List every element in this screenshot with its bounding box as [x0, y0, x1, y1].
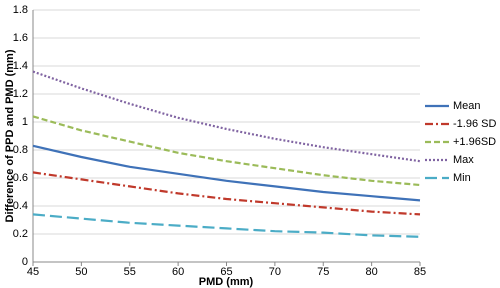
x-tick-label: 65 — [220, 266, 232, 278]
y-tick-label: 0.6 — [13, 172, 28, 184]
x-tick-label: 80 — [366, 266, 378, 278]
x-tick-label: 50 — [75, 266, 87, 278]
legend-label: Mean — [453, 100, 481, 112]
y-tick-label: 1.8 — [13, 4, 28, 16]
x-tick-label: 85 — [414, 266, 426, 278]
x-axis-title: PMD (mm) — [199, 276, 254, 288]
y-tick-label: 0 — [22, 256, 28, 268]
series-line — [32, 115, 421, 187]
x-tick-label: 45 — [27, 266, 39, 278]
series-line — [32, 144, 421, 202]
legend-label: Min — [453, 172, 471, 184]
x-tick-label: 55 — [124, 266, 136, 278]
x-tick-label: 60 — [172, 266, 184, 278]
y-tick-label: 1.6 — [13, 32, 28, 44]
y-tick-label: 1.2 — [13, 88, 28, 100]
y-tick-label: 0.4 — [13, 200, 28, 212]
y-tick-label: 0.8 — [13, 144, 28, 156]
series-line — [32, 213, 421, 238]
x-tick-label: 75 — [317, 266, 329, 278]
y-tick-label: 1.4 — [13, 60, 28, 72]
legend-label: +1.96SD — [453, 136, 496, 148]
series-line — [32, 70, 421, 163]
legend-label: Max — [453, 154, 474, 166]
y-tick-label: 0.2 — [13, 228, 28, 240]
series-line — [32, 171, 421, 216]
y-tick-label: 1 — [22, 116, 28, 128]
y-axis-title: Difference of PPD and PMD (mm) — [4, 49, 16, 222]
x-tick-label: 70 — [269, 266, 281, 278]
legend-label: -1.96 SD — [453, 118, 496, 130]
